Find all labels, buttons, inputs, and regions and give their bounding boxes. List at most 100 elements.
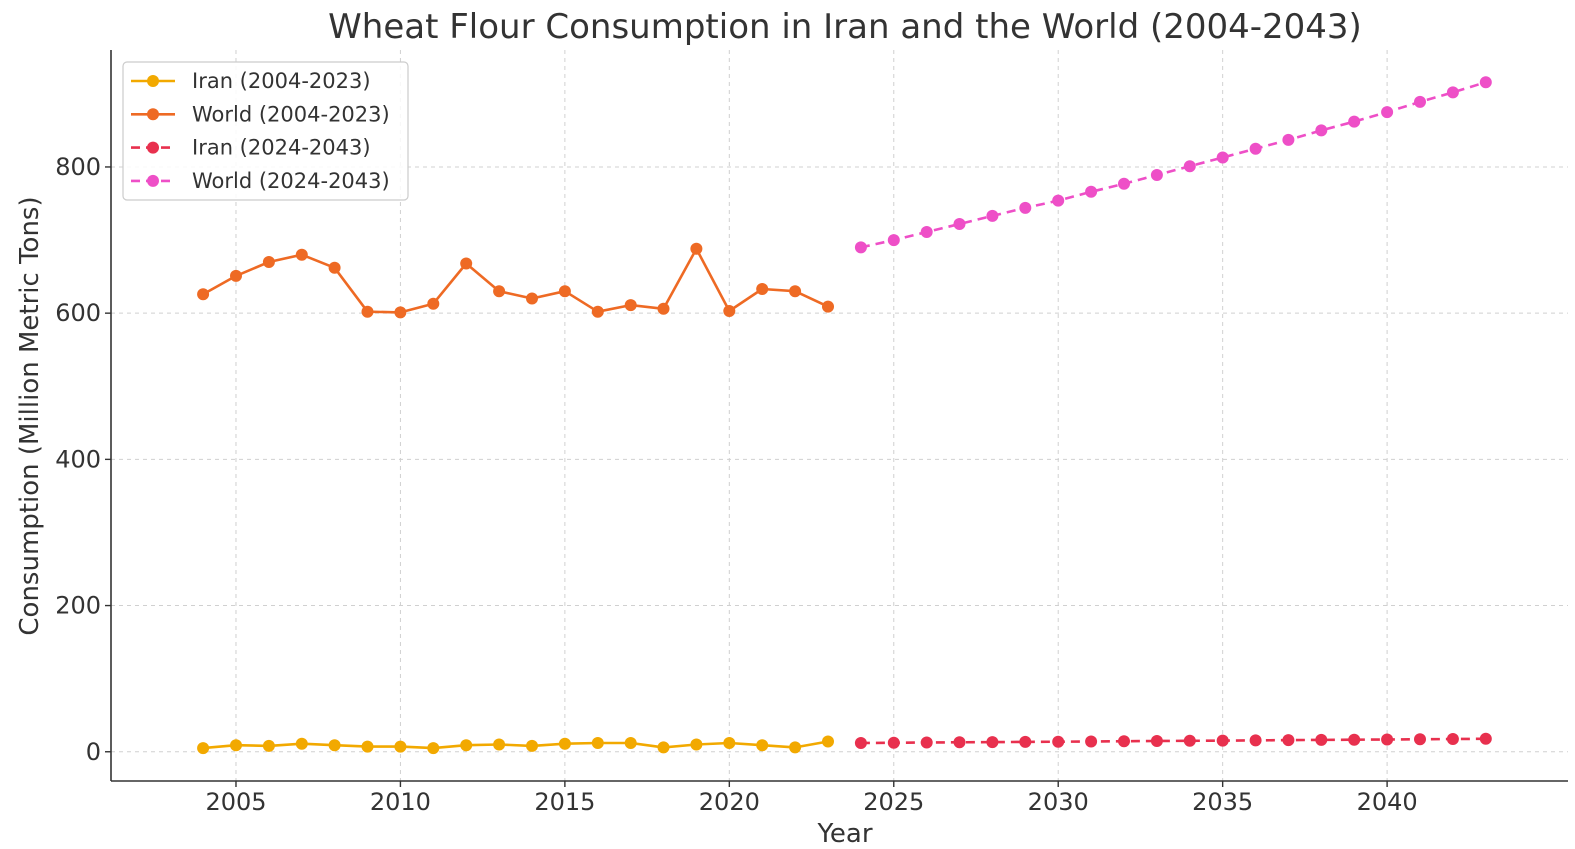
data-point — [328, 261, 341, 274]
data-point — [1019, 201, 1032, 214]
data-point — [986, 736, 999, 749]
data-point — [1479, 732, 1492, 745]
x-tick-label: 2025 — [863, 788, 924, 816]
y-tick-label: 600 — [55, 299, 101, 327]
legend-swatch-marker — [147, 174, 159, 187]
data-point — [460, 739, 473, 752]
data-point — [624, 737, 637, 749]
data-point — [1249, 142, 1262, 155]
data-point — [1183, 160, 1196, 173]
data-point — [1085, 185, 1098, 198]
data-point — [657, 302, 670, 315]
data-point — [953, 736, 966, 749]
data-point — [1315, 124, 1328, 137]
tick-labels: 2005 2010 2015 2020 2025 2030 2035 2040 0 200 400 6… — [55, 153, 1417, 816]
data-point — [394, 306, 407, 319]
y-tick-label: 200 — [55, 592, 101, 620]
data-point — [262, 256, 275, 268]
data-point — [624, 299, 637, 312]
x-tick-label: 2020 — [699, 788, 760, 816]
data-point — [854, 737, 867, 749]
data-point — [230, 739, 242, 752]
series-iran-2004-2023 — [197, 735, 834, 755]
data-point — [1118, 735, 1130, 748]
data-point — [262, 739, 275, 752]
data-point — [361, 740, 374, 753]
data-point — [920, 226, 933, 238]
data-point — [657, 741, 670, 754]
series-iran-2024-2043 — [854, 732, 1492, 749]
series-world-2004-2023 — [197, 242, 834, 319]
grid-lines — [111, 50, 1568, 781]
series-world-2024-2043 — [854, 76, 1492, 254]
series-line — [202, 247, 829, 314]
legend: Iran (2004-2023) World (2004-2023) Iran (2… — [122, 61, 409, 201]
data-point — [1348, 115, 1361, 128]
data-point — [1019, 735, 1032, 748]
data-point — [361, 305, 374, 318]
data-point — [789, 285, 802, 298]
data-point — [558, 285, 571, 298]
legend-label: World (2024-2043) — [192, 169, 390, 193]
data-point — [1150, 169, 1163, 181]
legend-swatch-marker — [147, 141, 159, 154]
data-point — [690, 242, 703, 255]
data-point — [197, 742, 210, 755]
data-point — [1183, 734, 1196, 747]
data-point — [394, 740, 407, 753]
legend-item: World (2004-2023) — [131, 102, 390, 126]
legend-label: Iran (2024-2043) — [192, 136, 371, 160]
data-point — [230, 269, 242, 282]
data-point — [986, 209, 999, 222]
data-point — [854, 241, 867, 254]
legend-label: Iran (2004-2023) — [192, 69, 371, 93]
y-axis-label: Consumption (Million Metric Tons) — [15, 196, 45, 635]
x-tick-label: 2010 — [370, 788, 431, 816]
legend-frame — [122, 61, 409, 201]
legend-swatch-marker — [147, 108, 159, 121]
data-point — [1282, 734, 1295, 747]
legend-label: World (2004-2023) — [192, 102, 390, 126]
data-point — [1446, 733, 1459, 745]
x-tick-label: 2015 — [534, 788, 595, 816]
data-point — [558, 737, 571, 750]
data-point — [1216, 151, 1229, 164]
data-point — [526, 292, 538, 305]
data-point — [591, 305, 604, 318]
data-point — [1216, 734, 1229, 747]
data-point — [1446, 86, 1459, 99]
data-point — [1282, 133, 1295, 146]
data-point — [920, 736, 933, 749]
legend-item: Iran (2024-2043) — [131, 136, 371, 160]
data-point — [1150, 735, 1163, 747]
data-point — [591, 737, 604, 749]
data-point — [295, 248, 308, 261]
data-point — [295, 737, 308, 750]
data-point — [723, 305, 736, 317]
data-point — [1249, 734, 1262, 747]
data-point — [328, 739, 341, 752]
data-point — [427, 742, 440, 755]
data-point — [887, 234, 900, 247]
series-layer — [197, 76, 1492, 755]
data-point — [1315, 733, 1328, 746]
legend-item: Iran (2004-2023) — [131, 69, 371, 93]
data-point — [460, 257, 473, 270]
data-point — [723, 737, 736, 749]
axes — [110, 50, 1568, 782]
data-point — [756, 739, 769, 752]
data-point — [526, 739, 538, 752]
legend-swatch-marker — [147, 75, 159, 87]
y-tick-label: 0 — [86, 738, 101, 766]
data-point — [789, 741, 802, 754]
data-point — [1414, 733, 1426, 746]
data-point — [1414, 95, 1426, 108]
data-point — [427, 297, 440, 310]
data-point — [1479, 76, 1492, 89]
data-point — [493, 285, 506, 298]
data-point — [493, 738, 506, 751]
data-point — [1052, 194, 1065, 207]
chart-title: Wheat Flour Consumption in Iran and the … — [328, 7, 1362, 47]
data-point — [1348, 733, 1361, 746]
